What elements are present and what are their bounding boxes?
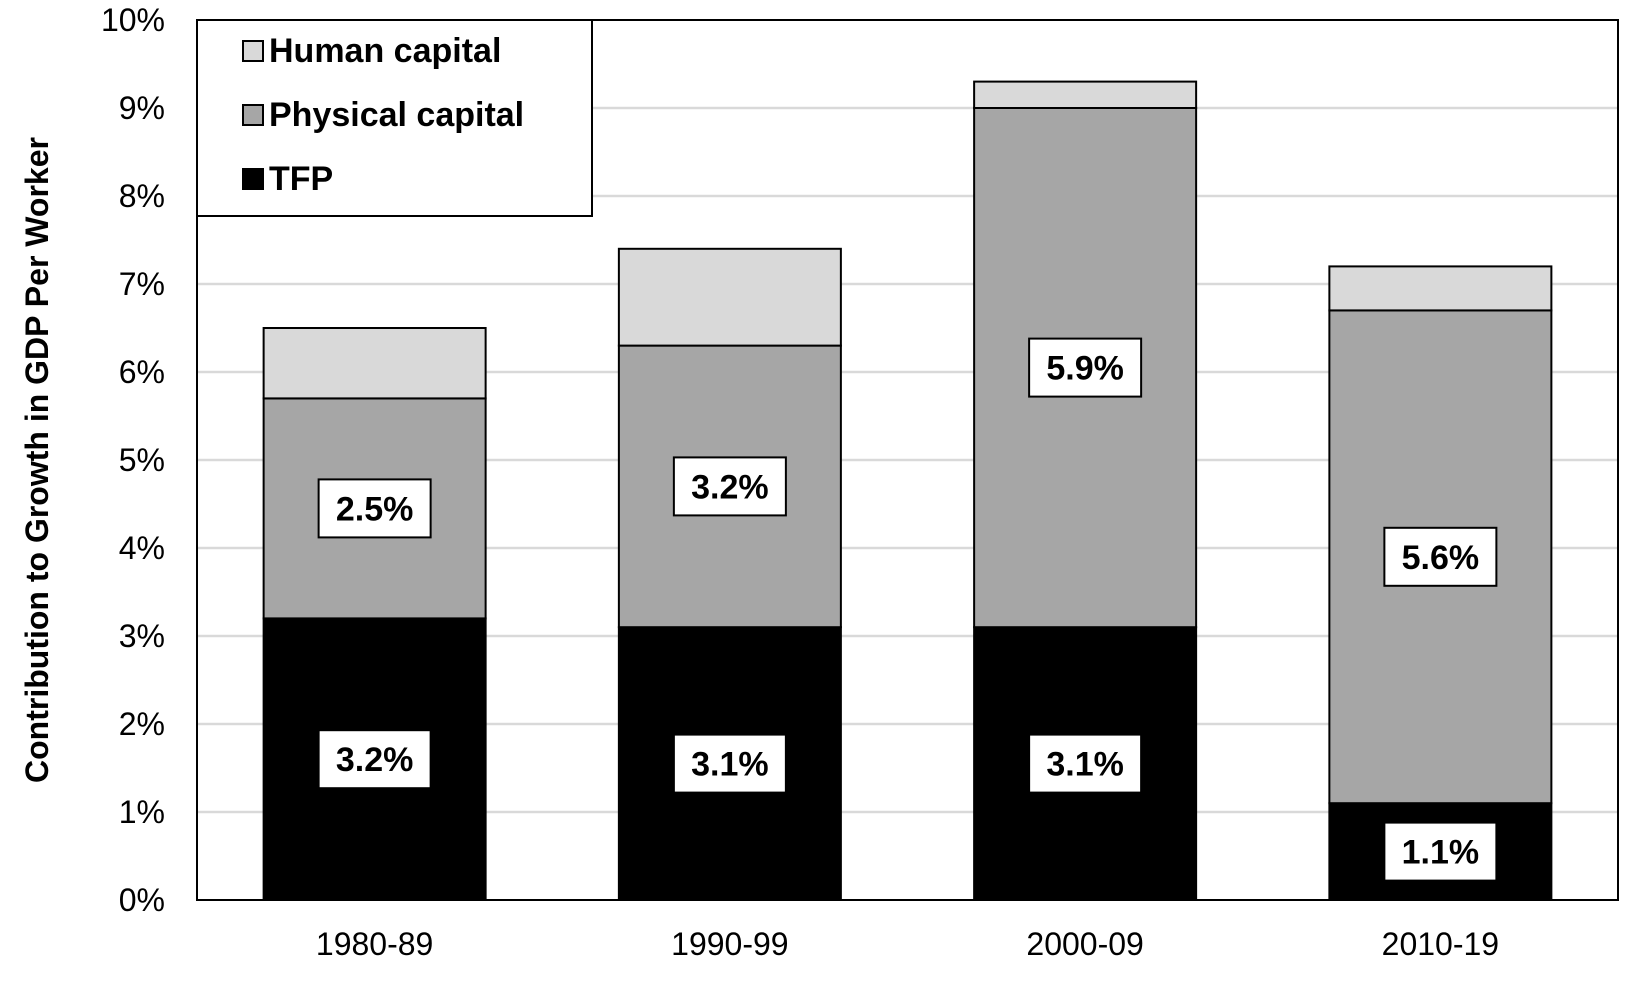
data-label-box [1383, 526, 1498, 587]
data-label: 5.9% [1028, 337, 1143, 398]
data-label-text: 3.1% [691, 746, 769, 784]
x-tick-label: 2010-19 [1382, 926, 1499, 962]
data-label-box [1028, 733, 1143, 794]
legend: Human capital Physical capital TFP [196, 19, 593, 217]
data-label: 2.5% [317, 478, 432, 539]
bar-human-capital-2010-19 [1328, 265, 1553, 312]
legend-swatch [242, 168, 264, 190]
y-tick-label: 9% [119, 90, 165, 126]
data-label: 3.2% [672, 456, 787, 517]
bar-tfp-1980-89 [262, 617, 487, 902]
y-tick-label: 1% [119, 794, 165, 830]
data-label-text: 3.1% [1046, 746, 1124, 784]
data-label-box [1383, 821, 1498, 882]
y-tick-label: 3% [119, 618, 165, 654]
legend-label: Physical capital [269, 96, 524, 134]
data-label: 5.6% [1383, 526, 1498, 587]
bar-human-capital-2000-09 [973, 80, 1198, 109]
x-axis-ticks: 1980-89 1990-99 2000-09 2010-19 [316, 926, 1499, 962]
data-labels: 3.2% 2.5% 3.1% 3.2% 3.1% 5.9% 1.1% 5.6% [317, 337, 1498, 882]
data-label-text: 2.5% [336, 490, 414, 528]
data-label: 3.2% [317, 729, 432, 790]
bar-human-capital-1980-89 [262, 327, 487, 400]
legend-label: TFP [269, 160, 333, 198]
data-label-text: 5.9% [1046, 350, 1124, 388]
data-label-text: 3.2% [336, 741, 414, 779]
x-tick-label: 1990-99 [671, 926, 788, 962]
data-label-box [317, 729, 432, 790]
data-label-box [317, 478, 432, 539]
bar-physical-capital-1990-99 [617, 344, 842, 629]
data-label: 1.1% [1383, 821, 1498, 882]
y-tick-label: 6% [119, 354, 165, 390]
data-label: 3.1% [1028, 733, 1143, 794]
y-axis-title: Contribution to Growth in GDP Per Worker [19, 137, 55, 783]
x-tick-label: 2000-09 [1026, 926, 1143, 962]
data-label-box [1028, 337, 1143, 398]
y-axis-ticks: 0% 1% 2% 3% 4% 5% 6% 7% 8% 9% 10% [101, 2, 165, 918]
y-tick-label: 4% [119, 530, 165, 566]
bar-human-capital-1990-99 [617, 247, 842, 347]
data-label-text: 3.2% [691, 468, 769, 506]
y-tick-label: 8% [119, 178, 165, 214]
legend-swatch [242, 104, 264, 126]
y-tick-label: 0% [119, 882, 165, 918]
y-tick-label: 7% [119, 266, 165, 302]
legend-swatch [242, 40, 264, 62]
y-tick-label: 5% [119, 442, 165, 478]
data-label-text: 5.6% [1402, 539, 1480, 577]
y-tick-label: 10% [101, 2, 165, 38]
y-tick-label: 2% [119, 706, 165, 742]
legend-label: Human capital [269, 32, 501, 70]
x-tick-label: 1980-89 [316, 926, 433, 962]
plot-frame [196, 19, 1619, 901]
data-label: 3.1% [672, 733, 787, 794]
data-label-box [672, 733, 787, 794]
data-label-text: 1.1% [1402, 834, 1480, 872]
data-label-box [672, 456, 787, 517]
